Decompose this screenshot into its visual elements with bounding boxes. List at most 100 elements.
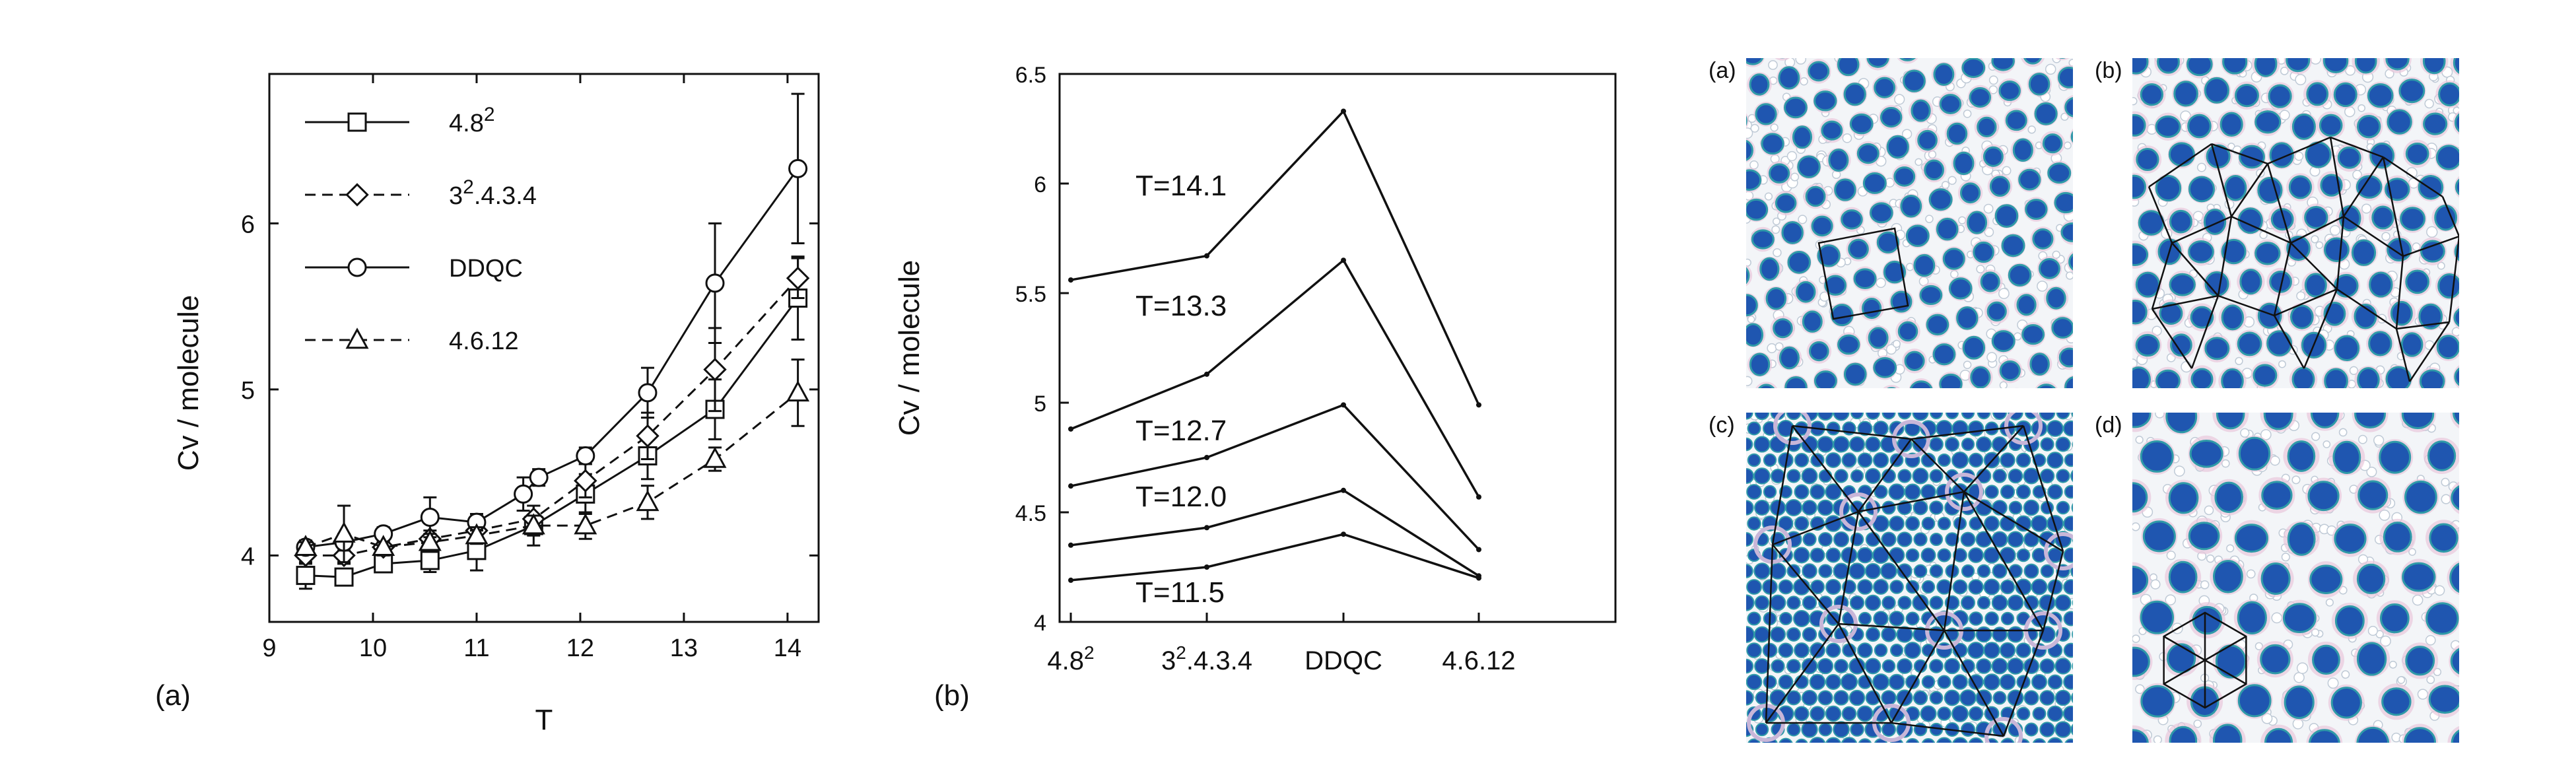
particle: [2405, 646, 2435, 676]
particle: [2132, 243, 2149, 266]
small-particle: [2311, 432, 2321, 441]
particle: [2291, 113, 2316, 140]
particle: [2469, 336, 2490, 360]
particle: [1897, 595, 1912, 610]
particle: [1746, 579, 1762, 595]
particle: [2031, 674, 2047, 690]
tiling-overlay-edge: [1771, 425, 1794, 545]
panel-b-ytick-label: 6.5: [1015, 63, 1046, 88]
particle: [2081, 581, 2093, 593]
particle: [2055, 436, 2071, 452]
small-particle: [2389, 660, 2397, 669]
particle: [2334, 524, 2367, 554]
panel-a-point: [638, 383, 658, 403]
particle: [1849, 113, 1874, 135]
shell-blob: [2073, 0, 2098, 24]
particle: [1880, 562, 1897, 580]
particle: [2354, 413, 2386, 428]
particle: [2455, 178, 2459, 195]
particle: [1904, 642, 1921, 659]
particle: [2016, 642, 2031, 658]
small-particle: [1749, 160, 1759, 170]
particle: [1977, 116, 1997, 138]
tiling-overlay-edge: [2267, 136, 2331, 165]
snapshot-image: [2132, 413, 2459, 743]
particle: [1716, 205, 1736, 227]
tiling-overlay-spoke: [2204, 635, 2247, 662]
particle: [1746, 437, 1753, 452]
shell-blob: [2070, 128, 2073, 145]
particle: [1809, 673, 1826, 691]
particle: [2188, 176, 2216, 203]
particle: [1889, 516, 1905, 531]
particle: [1873, 421, 1889, 436]
particle: [2168, 560, 2198, 594]
particle: [1951, 452, 1969, 469]
particle: [2356, 726, 2390, 743]
panel-a-ytick-label: 6: [241, 211, 255, 238]
particle: [2381, 687, 2412, 716]
particle: [1723, 237, 1744, 255]
particle: [1920, 5, 1941, 25]
particle: [2090, 342, 2108, 360]
shell-blob: [1918, 3, 1944, 28]
shell-blob: [2464, 205, 2492, 233]
particle: [2159, 302, 2183, 325]
particle: [1921, 675, 1936, 689]
particle: [1967, 642, 1984, 659]
particle: [1746, 323, 1764, 347]
particle: [2082, 312, 2103, 331]
particle: [2264, 728, 2293, 743]
particle: [1864, 467, 1881, 485]
particle: [1753, 467, 1771, 485]
shell-blob: [2109, 22, 2134, 47]
particle: [1968, 737, 1984, 743]
particle: [1784, 376, 1808, 388]
particle: [1857, 452, 1873, 468]
panel-a-point: [788, 158, 808, 178]
particle: [1817, 436, 1834, 453]
particle: [2239, 269, 2262, 295]
particle: [1754, 658, 1770, 674]
shell-blob: [1724, 388, 1749, 413]
particle: [2032, 706, 2047, 721]
particle: [1961, 564, 1975, 578]
small-particle: [2361, 203, 2372, 214]
particle: [2037, 384, 2056, 388]
particle: [1841, 452, 1857, 468]
particle: [2140, 685, 2175, 718]
shell-blob: [2070, 405, 2095, 430]
particle: [1787, 250, 1811, 274]
small-particle: [1746, 258, 1751, 267]
particle: [1929, 595, 1944, 610]
legend-label: 32.4.3.4: [449, 176, 537, 210]
particle: [2047, 674, 2063, 690]
particle: [2387, 238, 2412, 262]
particle: [2254, 242, 2281, 265]
particle: [1843, 83, 1866, 106]
particle: [2047, 420, 2064, 437]
particle: [1928, 188, 1953, 211]
particle: [1785, 499, 1802, 516]
particle: [2400, 207, 2425, 231]
particle: [1862, 298, 1882, 320]
panel-b-point: [1476, 402, 1481, 408]
particle: [1817, 658, 1834, 675]
particle: [2056, 413, 2070, 420]
particle: [2351, 239, 2377, 266]
particle: [1786, 659, 1801, 673]
shell-blob: [1829, 22, 1854, 47]
panel-a-series-line: [305, 277, 799, 557]
particle: [1793, 547, 1810, 564]
particle: [1865, 436, 1881, 452]
particle: [2058, 58, 2066, 59]
shell-blob: [2464, 144, 2493, 172]
particle: [2023, 563, 2039, 579]
particle: [1786, 627, 1801, 642]
small-particle: [2155, 413, 2165, 419]
small-particle: [2381, 232, 2390, 241]
small-particle: [2200, 580, 2210, 590]
particle: [1755, 691, 1769, 705]
particle: [2369, 271, 2393, 298]
panel-b-series-label: T=12.7: [1135, 415, 1227, 447]
